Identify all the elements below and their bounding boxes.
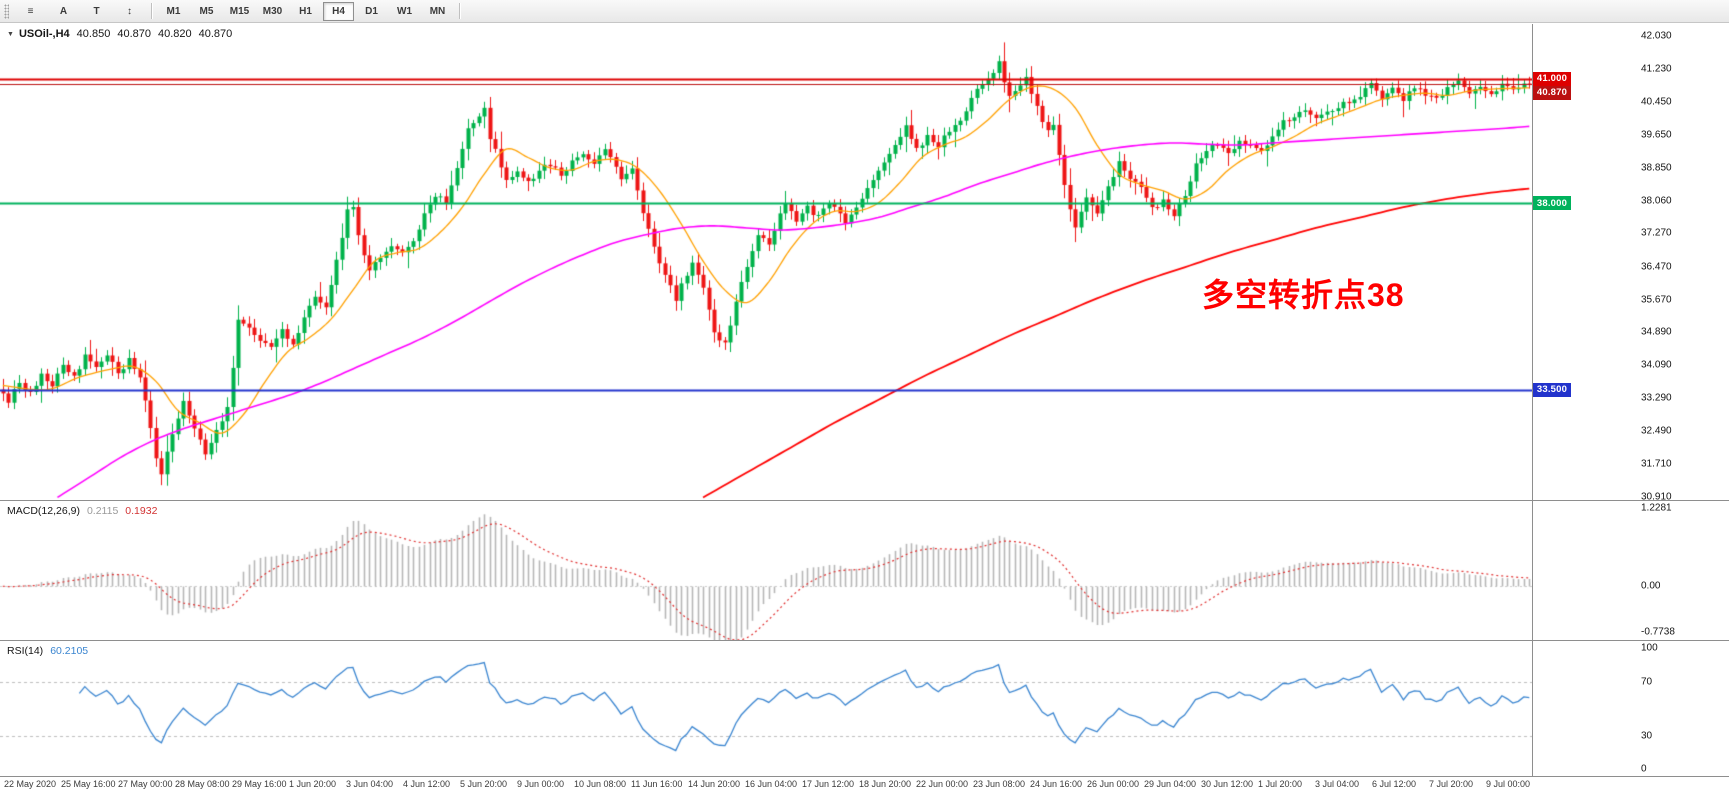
price-tick-label: 34.890 <box>1641 326 1672 338</box>
time-axis-label: 22 May 2020 <box>4 779 57 789</box>
rsi-axis-label: 100 <box>1641 642 1658 654</box>
macd-title: MACD(12,26,9) <box>7 505 80 517</box>
price-tick-label: 37.270 <box>1641 227 1672 239</box>
time-axis-label: 9 Jul 00:00 <box>1486 779 1531 789</box>
price-tick-label: 38.850 <box>1641 162 1672 174</box>
time-axis-label: 4 Jun 12:00 <box>403 779 451 789</box>
time-axis-label: 28 May 08:00 <box>175 779 230 789</box>
tool-icon-group: ≡ A T ↕ <box>14 2 146 21</box>
price-tick-label: 39.650 <box>1641 129 1672 141</box>
price-tick-label: 38.060 <box>1641 195 1672 207</box>
time-axis-label: 7 Jul 20:00 <box>1429 779 1474 789</box>
toolbar-drag-handle[interactable] <box>4 3 9 19</box>
timeframe-button-m15[interactable]: M15 <box>229 5 250 17</box>
chart-symbol: USOil-,H4 <box>18 28 70 40</box>
macd-header: MACD(12,26,9) 0.2115 0.1932 <box>7 505 157 517</box>
time-axis-label: 25 May 16:00 <box>61 779 116 789</box>
rsi-axis-label: 30 <box>1641 730 1653 741</box>
timeframe-button-d1[interactable]: D1 <box>365 5 378 17</box>
chart-window-icon[interactable]: ≡ <box>27 5 34 17</box>
time-axis-label: 24 Jun 16:00 <box>1030 779 1083 789</box>
macd-axis-label: 0.00 <box>1641 580 1661 592</box>
chart-low-value: 40.820 <box>157 28 192 40</box>
time-axis-label: 27 May 00:00 <box>118 779 173 789</box>
macd-panel-divider[interactable] <box>0 500 1729 501</box>
macd-value-main: 0.2115 <box>86 505 119 517</box>
rsi-panel-canvas[interactable] <box>0 641 1532 776</box>
rsi-axis-label: 0 <box>1641 763 1647 775</box>
toolbar-separator <box>151 3 152 19</box>
price-level-badge: 38.000 <box>1533 196 1571 211</box>
timeframe-button-w1[interactable]: W1 <box>397 5 412 17</box>
text-tool-icon[interactable]: T <box>93 5 100 17</box>
chart-close-value: 40.870 <box>198 28 233 40</box>
time-axis-label: 18 Jun 20:00 <box>859 779 912 789</box>
price-level-badge: 33.500 <box>1533 382 1571 397</box>
time-axis-label: 17 Jun 12:00 <box>802 779 855 789</box>
timeframe-group: M1 M5 M15 M30 H1 H4 D1 W1 MN <box>157 1 454 21</box>
rsi-value: 60.2105 <box>50 645 89 657</box>
symbol-dropdown-icon[interactable]: ▼ <box>7 30 14 38</box>
chart-open-value: 40.850 <box>76 28 111 40</box>
time-axis-label: 29 May 16:00 <box>232 779 287 789</box>
timeframe-button-mn[interactable]: MN <box>429 5 446 17</box>
top-toolbar: ≡ A T ↕ M1 M5 M15 M30 H1 H4 D1 W1 MN <box>0 0 1729 23</box>
time-axis-label: 1 Jul 20:00 <box>1258 779 1303 789</box>
timeframe-button-m30[interactable]: M30 <box>262 5 283 17</box>
timeframe-button-m5[interactable]: M5 <box>199 5 214 17</box>
price-tick-label: 33.290 <box>1641 392 1672 404</box>
macd-axis-label: 1.2281 <box>1641 502 1672 514</box>
price-level-badge: 40.870 <box>1533 85 1571 100</box>
time-axis-label: 1 Jun 20:00 <box>289 779 337 789</box>
chart-annotation[interactable]: 多空转折点38 <box>1202 277 1405 313</box>
time-axis-label: 22 Jun 00:00 <box>916 779 969 789</box>
time-axis-label: 29 Jun 04:00 <box>1144 779 1197 789</box>
time-axis-label: 26 Jun 00:00 <box>1087 779 1140 789</box>
time-axis-divider <box>0 776 1729 777</box>
time-axis-label: 10 Jun 08:00 <box>574 779 627 789</box>
rsi-header: RSI(14) 60.2105 <box>7 645 88 657</box>
macd-value-signal: 0.1932 <box>125 505 158 517</box>
shift-scale-icon[interactable]: ↕ <box>127 5 132 17</box>
toolbar-separator <box>459 3 460 19</box>
rsi-panel-divider[interactable] <box>0 640 1729 641</box>
time-axis-label: 14 Jun 20:00 <box>688 779 741 789</box>
price-tick-label: 31.710 <box>1641 458 1672 470</box>
price-tick-label: 36.470 <box>1641 261 1672 272</box>
price-tick-label: 41.230 <box>1641 63 1672 75</box>
time-axis-label: 3 Jun 04:00 <box>346 779 394 789</box>
time-axis-label: 5 Jun 20:00 <box>460 779 508 789</box>
chart-header: ▼ USOil-,H4 40.850 40.870 40.820 40.870 <box>7 28 232 40</box>
time-axis-label: 11 Jun 16:00 <box>631 779 683 789</box>
time-axis-label: 30 Jun 12:00 <box>1201 779 1254 789</box>
price-tick-label: 42.030 <box>1641 30 1672 42</box>
main-chart-canvas[interactable] <box>0 24 1532 500</box>
timeframe-button-h1[interactable]: H1 <box>299 5 312 17</box>
timeframe-button-h4[interactable]: H4 <box>323 1 354 21</box>
price-tick-label: 30.910 <box>1641 491 1672 503</box>
time-axis-label: 9 Jun 00:00 <box>517 779 565 789</box>
time-axis-label: 23 Jun 08:00 <box>973 779 1026 789</box>
price-tick-label: 32.490 <box>1641 425 1672 437</box>
time-axis-label: 16 Jun 04:00 <box>745 779 798 789</box>
timeframe-button-m1[interactable]: M1 <box>166 5 181 17</box>
price-tick-label: 40.450 <box>1641 96 1672 107</box>
macd-panel-canvas[interactable] <box>0 501 1532 640</box>
time-axis-label: 3 Jul 04:00 <box>1315 779 1360 789</box>
price-level-badge: 41.000 <box>1533 71 1571 86</box>
rsi-axis-label: 70 <box>1641 676 1653 687</box>
price-axis-border <box>1532 24 1533 776</box>
price-tick-label: 34.090 <box>1641 359 1672 371</box>
macd-axis-label: -0.7738 <box>1641 626 1675 638</box>
price-tick-label: 35.670 <box>1641 294 1672 306</box>
chart-high-value: 40.870 <box>117 28 151 40</box>
annotation-tool-icon[interactable]: A <box>59 5 68 17</box>
rsi-title: RSI(14) <box>7 645 44 657</box>
time-axis-label: 6 Jul 12:00 <box>1372 779 1417 789</box>
